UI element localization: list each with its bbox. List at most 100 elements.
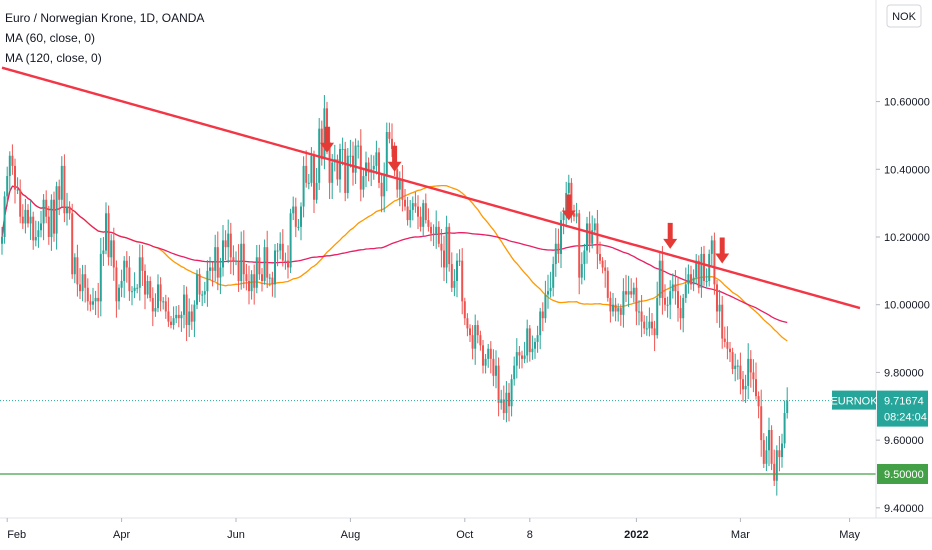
candle-body: [562, 213, 565, 221]
candle-body: [297, 226, 300, 228]
candle-body: [536, 335, 539, 342]
currency-button-frame[interactable]: [886, 4, 922, 28]
candle-body: [21, 216, 24, 224]
candle-body: [705, 281, 708, 283]
y-tick-label: 9.80000: [884, 367, 924, 379]
candle-body: [203, 291, 206, 295]
candle-body: [466, 318, 469, 329]
candle-body: [302, 165, 305, 207]
candle-body: [508, 392, 510, 407]
candle-body: [237, 260, 240, 282]
candle-body: [773, 463, 776, 481]
candle-body: [554, 243, 557, 265]
candle-body: [125, 260, 128, 268]
y-tick-label: 9.60000: [884, 435, 924, 447]
candle-body: [27, 209, 29, 224]
candle-body: [661, 260, 664, 298]
candle-body: [604, 267, 607, 271]
candle-body: [300, 206, 302, 227]
candle-body: [778, 450, 781, 458]
candle-body: [638, 311, 640, 313]
candle-body: [58, 186, 61, 200]
candle-body: [414, 203, 417, 207]
candle-body: [219, 267, 222, 278]
candle-body: [591, 230, 594, 244]
candle-body: [151, 297, 154, 312]
candle-body: [734, 365, 737, 370]
candle-body: [284, 260, 287, 262]
candle-body: [63, 165, 66, 214]
candle-body: [34, 236, 37, 241]
candle-body: [305, 165, 308, 183]
candle-body: [71, 213, 74, 275]
candle-body: [362, 176, 365, 190]
candle-body: [575, 213, 578, 217]
candle-body: [313, 155, 315, 200]
candle-body: [383, 176, 386, 197]
candle-body: [37, 230, 40, 237]
candle-body: [281, 243, 284, 261]
candle-body: [580, 264, 583, 278]
resistance-trendline[interactable]: [1, 66, 861, 310]
candle-body: [398, 179, 401, 190]
candle-body: [183, 294, 185, 315]
candle-body: [76, 257, 79, 285]
candle-body: [24, 209, 27, 224]
candle-body: [149, 281, 152, 298]
candle-body: [781, 443, 783, 458]
candle-body: [339, 148, 341, 180]
candle-body: [723, 338, 726, 342]
candle-body: [157, 284, 159, 309]
candle-body: [175, 314, 178, 319]
candle-body: [110, 240, 113, 258]
candle-body: [528, 328, 531, 353]
candle-body: [401, 179, 404, 200]
candle-body: [458, 260, 461, 262]
candle-body: [188, 311, 191, 326]
candle-body: [596, 223, 599, 254]
candle-body: [388, 132, 391, 139]
candle-body: [357, 145, 360, 147]
candle-body: [716, 284, 718, 312]
candle-body: [144, 270, 146, 295]
currency-button[interactable]: NOK: [886, 4, 922, 28]
candle-body: [515, 352, 518, 366]
candle-body: [757, 396, 760, 407]
candle-body: [651, 321, 653, 329]
candle-body: [344, 148, 347, 193]
candle-body: [573, 213, 575, 217]
candle-body: [11, 155, 14, 166]
candle-body: [307, 182, 310, 184]
candle-body: [726, 341, 729, 349]
candle-body: [263, 247, 266, 282]
candle-body: [427, 220, 430, 227]
candle-body: [315, 182, 318, 200]
candle-body: [430, 226, 432, 234]
candle-body: [341, 148, 344, 150]
candle-body: [588, 223, 591, 244]
candle-body: [294, 206, 297, 227]
candle-body: [258, 257, 261, 275]
candle-body: [92, 301, 94, 305]
ma120-line: [1, 185, 788, 324]
candle-body: [248, 281, 250, 292]
candle-body: [666, 304, 669, 306]
candle-body: [710, 240, 713, 254]
candle-body: [107, 213, 110, 258]
candle-body: [786, 400, 789, 414]
candle-body: [531, 348, 534, 353]
y-tick-label: 10.60000: [884, 97, 930, 109]
x-tick-label: 8: [527, 529, 533, 541]
candle-body: [136, 287, 139, 289]
candle-body: [201, 294, 204, 296]
support-tag: 9.50000: [877, 463, 928, 484]
candle-body: [102, 250, 105, 254]
candle-body: [242, 243, 245, 275]
currency-button-label[interactable]: NOK: [892, 11, 917, 23]
candle-body: [229, 233, 232, 258]
candle-body: [40, 223, 42, 231]
candle-body: [752, 372, 755, 380]
price-axis[interactable]: [876, 0, 932, 550]
candle-body: [742, 379, 744, 390]
